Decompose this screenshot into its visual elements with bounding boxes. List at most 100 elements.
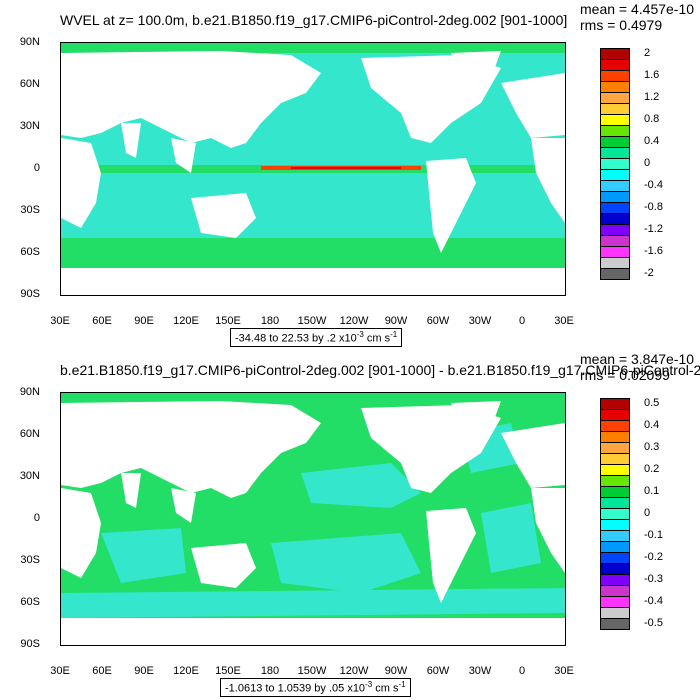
colorbar-label: -0.2	[644, 551, 663, 563]
patch-southern-ocean	[61, 588, 565, 618]
lat-label: 30N	[19, 120, 40, 132]
lat-label: 30N	[19, 470, 40, 482]
patch-south-pacific	[271, 533, 421, 593]
land-africa-east	[531, 138, 565, 223]
colorbar-swatch	[600, 268, 630, 280]
map-canvas	[61, 43, 565, 295]
contour-unit: cm s	[372, 682, 399, 695]
lon-label: 180	[260, 315, 280, 327]
lon-label: 60W	[426, 665, 450, 677]
contour-info-box: -1.0613 to 1.0539 by .05 x10-3 cm s-1	[220, 678, 411, 697]
contour-exponent: -3	[365, 680, 373, 689]
land-antarctica	[61, 268, 565, 295]
lon-label: 0	[518, 315, 526, 327]
land-masses	[61, 51, 565, 295]
lon-label: 120W	[339, 665, 369, 677]
colorbar-label: 1.2	[644, 91, 660, 103]
colorbar-label: -0.3	[644, 573, 663, 585]
lat-label: 30S	[20, 204, 40, 216]
colorbar-label: 0.3	[644, 441, 660, 453]
lon-label: 150W	[297, 665, 327, 677]
contour-info-box: -34.48 to 22.53 by .2 x10-3 cm s-1	[230, 328, 403, 347]
map-canvas	[61, 393, 565, 645]
land-africa	[61, 138, 101, 228]
colorbar-label: 0	[644, 157, 651, 169]
colorbar-label: 0.1	[644, 485, 660, 497]
land-africa	[61, 488, 101, 578]
colorbar-label: -1.2	[644, 223, 663, 235]
arctic-band	[61, 43, 565, 53]
colorbar-label: 0.2	[644, 463, 660, 475]
colorbar-label: 0.4	[644, 135, 660, 147]
lon-label: 30E	[50, 665, 70, 677]
land-india	[121, 473, 141, 508]
lon-label: 30E	[554, 315, 574, 327]
colorbar-label: 0.5	[644, 397, 660, 409]
contour-unit-exponent: -1	[390, 330, 398, 339]
colorbar-label: -0.8	[644, 201, 663, 213]
land-europe	[501, 423, 565, 488]
colorbar-label: -0.4	[644, 179, 663, 191]
contour-unit: cm s	[363, 332, 391, 345]
land-se-asia	[171, 488, 196, 523]
lon-label: 60E	[92, 315, 112, 327]
lon-label: 30W	[468, 665, 492, 677]
land-se-asia	[171, 138, 196, 173]
colorbar-label: -0.5	[644, 617, 663, 629]
patch-atlantic	[481, 503, 541, 573]
lon-label: 150E	[215, 315, 241, 327]
contour-exponent: -3	[356, 330, 364, 339]
lon-label: 60E	[92, 665, 112, 677]
contour-range: -34.48 to 22.53 by .2 x10	[235, 332, 357, 345]
lon-label: 90E	[134, 315, 154, 327]
map-area	[60, 392, 566, 646]
colorbar-label: 2	[644, 47, 651, 59]
lat-label: 90N	[19, 386, 40, 398]
lon-label: 90W	[384, 315, 408, 327]
colorbar-swatch	[600, 618, 630, 630]
colorbar-label: 0.4	[644, 419, 660, 431]
colorbar-label: -0.4	[644, 595, 663, 607]
lat-label: 60N	[19, 78, 40, 90]
lat-label: 90N	[19, 36, 40, 48]
lat-label: 60N	[19, 428, 40, 440]
panel-bottom: b.e21.B1850.f19_g17.CMIP6-piControl-2deg…	[0, 350, 700, 700]
land-eurasia	[61, 51, 321, 148]
lon-label: 150E	[215, 665, 241, 677]
lon-label: 120E	[173, 665, 199, 677]
map-area	[60, 42, 566, 296]
lat-label: 30S	[20, 554, 40, 566]
lon-label: 150W	[297, 315, 327, 327]
land-eurasia	[61, 401, 321, 498]
colorbar-label: 1.6	[644, 69, 660, 81]
lon-label: 0	[518, 665, 526, 677]
lat-label: 90S	[20, 638, 40, 650]
lat-label: 60S	[20, 246, 40, 258]
lat-label: 60S	[20, 596, 40, 608]
lon-label: 120W	[339, 315, 369, 327]
patch-indian	[101, 528, 186, 583]
lon-label: 30W	[468, 315, 492, 327]
map-title: b.e21.B1850.f19_g17.CMIP6-piControl-2deg…	[60, 362, 700, 378]
land-africa-east	[531, 488, 565, 573]
land-europe	[501, 73, 565, 138]
contour-unit-exponent: -1	[398, 680, 406, 689]
patch-north-pacific	[301, 463, 421, 508]
lat-label: 90S	[20, 288, 40, 300]
lon-label: 180	[260, 665, 280, 677]
land-greenland	[451, 51, 501, 78]
lon-label: 90W	[384, 665, 408, 677]
equatorial-core-inner	[291, 167, 401, 169]
colorbar-label: 0	[644, 507, 651, 519]
lon-label: 60W	[426, 315, 450, 327]
land-australia	[191, 193, 256, 238]
colorbar-label: -2	[644, 267, 654, 279]
map-title: WVEL at z= 100.0m, b.e21.B1850.f19_g17.C…	[60, 12, 568, 28]
rms-stat: rms = 0.02099	[580, 367, 670, 383]
lon-label: 30E	[50, 315, 70, 327]
mean-stat: mean = 3.847e-10	[580, 351, 695, 367]
colorbar-label: -1.6	[644, 245, 663, 257]
land-antarctica	[61, 618, 565, 645]
land-greenland	[451, 401, 501, 428]
lon-label: 120E	[173, 315, 199, 327]
